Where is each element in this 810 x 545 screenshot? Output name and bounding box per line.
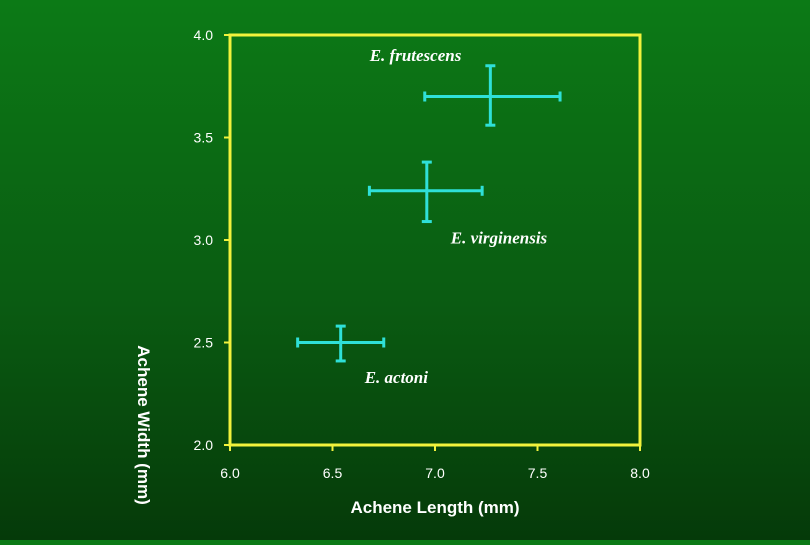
y-axis-title: Achene Width (mm) [134, 345, 153, 504]
y-tick-label: 4.0 [194, 27, 214, 43]
species-label: E. frutescens [369, 46, 462, 65]
x-axis-ticks: 6.0 6.5 7.0 7.5 8.0 [220, 445, 650, 481]
data-point: E. actoni [296, 324, 429, 387]
y-axis-ticks: 4.0 3.5 3.0 2.5 2.0 [194, 27, 230, 453]
species-label: E. actoni [364, 368, 429, 387]
data-point: E. frutescens [369, 46, 562, 127]
x-tick-label: 7.0 [425, 465, 445, 481]
x-tick-label: 6.5 [323, 465, 343, 481]
x-tick-label: 6.0 [220, 465, 240, 481]
data-point: E. virginensis [367, 160, 548, 248]
y-tick-label: 2.5 [194, 335, 214, 351]
y-tick-label: 3.5 [194, 130, 214, 146]
y-tick-label: 3.0 [194, 232, 214, 248]
x-axis-title: Achene Length (mm) [350, 498, 519, 517]
species-label: E. virginensis [450, 229, 548, 248]
x-tick-label: 8.0 [630, 465, 650, 481]
data-points: E. frutescens E. virginensis E. actoni [296, 46, 562, 387]
x-tick-label: 7.5 [528, 465, 548, 481]
y-tick-label: 2.0 [194, 437, 214, 453]
